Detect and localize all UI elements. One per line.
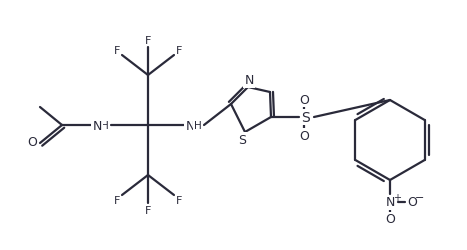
Text: F: F — [176, 195, 182, 205]
Text: O: O — [299, 93, 309, 106]
Text: F: F — [114, 195, 120, 205]
Text: S: S — [302, 110, 311, 124]
Text: F: F — [145, 205, 151, 215]
Text: O: O — [27, 135, 37, 148]
Text: N: N — [385, 196, 395, 209]
Text: N: N — [185, 119, 195, 132]
Text: O: O — [299, 129, 309, 142]
Text: H: H — [194, 120, 202, 130]
Text: +: + — [393, 192, 401, 202]
Text: F: F — [145, 36, 151, 46]
Text: −: − — [415, 192, 425, 202]
Text: O: O — [385, 213, 395, 226]
Text: N: N — [244, 74, 254, 87]
Text: H: H — [101, 120, 109, 130]
Text: O: O — [407, 196, 417, 209]
Text: F: F — [176, 46, 182, 56]
Text: N: N — [92, 119, 102, 132]
Text: S: S — [238, 133, 246, 146]
Text: F: F — [114, 46, 120, 56]
